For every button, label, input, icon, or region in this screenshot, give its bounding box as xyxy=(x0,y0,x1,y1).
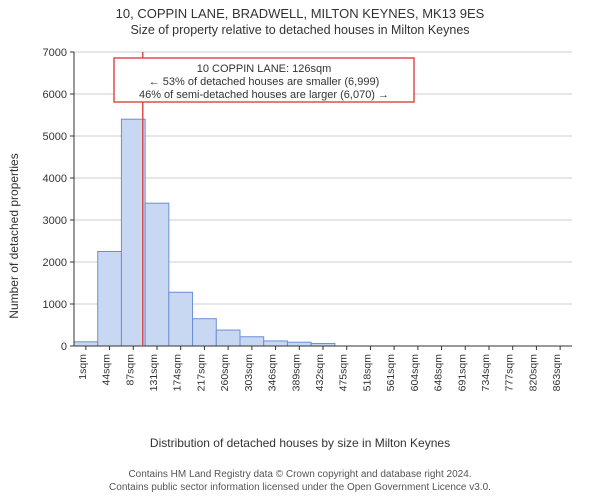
y-tick-label: 4000 xyxy=(43,173,67,185)
x-tick-label: 475sqm xyxy=(338,354,350,392)
histogram-bar xyxy=(121,119,145,346)
x-tick-label: 346sqm xyxy=(267,354,279,392)
annotation-line: 10 COPPIN LANE: 126sqm xyxy=(197,63,332,75)
histogram-bar xyxy=(169,292,193,346)
histogram-bar xyxy=(240,337,264,346)
histogram-bar xyxy=(193,319,217,346)
footer-attribution: Contains HM Land Registry data © Crown c… xyxy=(0,469,600,494)
x-tick-label: 217sqm xyxy=(195,354,207,392)
x-tick-label: 604sqm xyxy=(409,354,421,392)
y-tick-label: 6000 xyxy=(43,89,67,101)
y-tick-label: 7000 xyxy=(43,47,67,59)
y-tick-label: 3000 xyxy=(43,215,67,227)
annotation-line: ← 53% of detached houses are smaller (6,… xyxy=(149,76,380,88)
x-tick-label: 174sqm xyxy=(172,354,184,392)
x-tick-label: 820sqm xyxy=(527,354,539,392)
histogram-bar xyxy=(216,330,240,346)
x-tick-label: 432sqm xyxy=(314,354,326,392)
x-tick-label: 691sqm xyxy=(456,354,468,392)
annotation-line: 46% of semi-detached houses are larger (… xyxy=(139,89,389,101)
page-subtitle: Size of property relative to detached ho… xyxy=(0,21,600,37)
histogram-bar xyxy=(74,342,98,346)
y-tick-label: 0 xyxy=(61,341,67,353)
x-tick-label: 518sqm xyxy=(361,354,373,392)
x-tick-label: 389sqm xyxy=(290,354,302,392)
page: 10, COPPIN LANE, BRADWELL, MILTON KEYNES… xyxy=(0,0,600,500)
histogram-chart: 0 1000 2000 3000 4000 5000 6000 7000 1sqm 44sqm 87… xyxy=(24,46,576,426)
y-tick-label: 5000 xyxy=(43,131,67,143)
x-tick-label: 863sqm xyxy=(551,354,563,392)
x-axis-label: Distribution of detached houses by size … xyxy=(0,436,600,450)
x-tick-label: 1sqm xyxy=(77,354,89,380)
footer-line-1: Contains HM Land Registry data © Crown c… xyxy=(0,469,600,482)
x-tick-label: 44sqm xyxy=(101,354,113,386)
page-title: 10, COPPIN LANE, BRADWELL, MILTON KEYNES… xyxy=(0,0,600,21)
x-tick-label: 87sqm xyxy=(124,354,136,386)
x-tick-label: 131sqm xyxy=(148,354,160,392)
histogram-bar xyxy=(98,252,122,347)
histogram-bar xyxy=(145,203,169,346)
footer-line-2: Contains public sector information licen… xyxy=(0,482,600,495)
x-tick-label: 648sqm xyxy=(433,354,445,392)
x-tick-label: 303sqm xyxy=(243,354,255,392)
histogram-bar xyxy=(264,341,288,346)
chart-container: Number of detached properties 0100020003… xyxy=(24,46,576,426)
histogram-bar xyxy=(287,342,311,346)
x-tick-label: 260sqm xyxy=(219,354,231,392)
x-tick-label: 561sqm xyxy=(385,354,397,392)
x-tick-label: 734sqm xyxy=(480,354,492,392)
x-tick-label: 777sqm xyxy=(504,354,516,392)
y-tick-label: 1000 xyxy=(43,299,67,311)
y-tick-label: 2000 xyxy=(43,257,67,269)
y-axis-label: Number of detached properties xyxy=(7,153,21,318)
